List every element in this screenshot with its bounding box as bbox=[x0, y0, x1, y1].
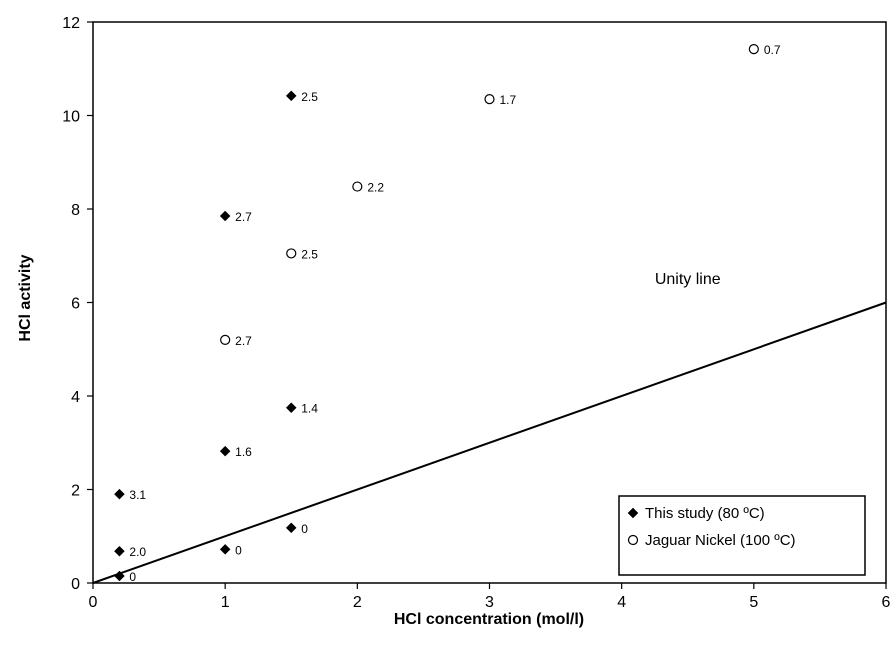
data-point-circle bbox=[484, 94, 495, 105]
x-tick-label: 4 bbox=[617, 594, 626, 611]
unity-line-label: Unity line bbox=[655, 271, 721, 288]
data-point-diamond bbox=[285, 522, 297, 534]
y-tick-label: 12 bbox=[62, 15, 80, 32]
data-point-label: 2.2 bbox=[367, 181, 384, 195]
reference-line-group: Unity line bbox=[92, 271, 887, 584]
legend-box bbox=[618, 495, 866, 576]
data-point-label: 2.0 bbox=[129, 545, 146, 559]
data-points: 0 2.0 3.1 0 1.6 2.7 0 1.4 2.5 2.7 2.5 2.2 1.7 0.7 bbox=[114, 43, 781, 584]
x-tick-label: 2 bbox=[353, 594, 362, 611]
x-tick-label: 5 bbox=[749, 594, 758, 611]
data-point-label: 1.6 bbox=[235, 445, 252, 459]
data-point-circle bbox=[352, 181, 363, 192]
data-point-circle bbox=[286, 248, 297, 259]
x-tick-label: 3 bbox=[485, 594, 494, 611]
x-tick-label: 0 bbox=[89, 594, 98, 611]
series-this-study: 0 2.0 3.1 0 1.6 2.7 0 1.4 2.5 bbox=[114, 90, 318, 584]
y-tick-label: 8 bbox=[71, 202, 80, 219]
legend-marker-diamond bbox=[627, 507, 639, 519]
data-point-circle bbox=[220, 334, 231, 345]
y-tick-label: 0 bbox=[71, 576, 80, 593]
data-point-label: 2.5 bbox=[301, 90, 318, 104]
data-point-diamond bbox=[285, 402, 297, 414]
y-axis-title: HCl activity bbox=[17, 254, 34, 341]
legend: This study (80 ºC) Jaguar Nickel (100 ºC) bbox=[618, 495, 866, 576]
legend-entry: This study (80 ºC) bbox=[645, 505, 765, 522]
y-tick-label: 10 bbox=[62, 109, 80, 126]
data-point-label: 1.7 bbox=[500, 93, 517, 107]
data-point-diamond bbox=[114, 488, 125, 500]
y-tick-label: 6 bbox=[71, 296, 80, 313]
x-tick-label: 6 bbox=[882, 594, 891, 611]
data-point-label: 0 bbox=[129, 570, 136, 584]
data-point-label: 0.7 bbox=[764, 43, 781, 57]
data-point-diamond bbox=[114, 570, 125, 582]
data-point-label: 3.1 bbox=[129, 488, 146, 502]
unity-line bbox=[92, 301, 887, 584]
data-point-label: 2.5 bbox=[301, 247, 318, 261]
x-axis-title: HCl concentration (mol/l) bbox=[394, 611, 584, 628]
legend-entry: Jaguar Nickel (100 ºC) bbox=[645, 532, 796, 549]
x-tick-label: 1 bbox=[221, 594, 230, 611]
legend-marker-circle bbox=[627, 534, 639, 546]
data-point-diamond bbox=[219, 445, 231, 457]
data-point-diamond bbox=[219, 543, 231, 555]
data-point-diamond bbox=[285, 90, 297, 102]
y-tick-label: 2 bbox=[71, 483, 80, 500]
data-point-label: 1.4 bbox=[301, 402, 318, 416]
data-point-label: 0 bbox=[235, 543, 242, 557]
data-point-diamond bbox=[219, 210, 231, 222]
y-tick-label: 4 bbox=[71, 389, 80, 406]
data-point-label: 2.7 bbox=[235, 210, 252, 224]
data-point-label: 0 bbox=[301, 522, 308, 536]
series-jaguar-nickel: 2.7 2.5 2.2 1.7 0.7 bbox=[220, 43, 781, 348]
data-point-label: 2.7 bbox=[235, 334, 252, 348]
data-point-diamond bbox=[114, 545, 125, 557]
data-point-circle bbox=[748, 44, 759, 55]
